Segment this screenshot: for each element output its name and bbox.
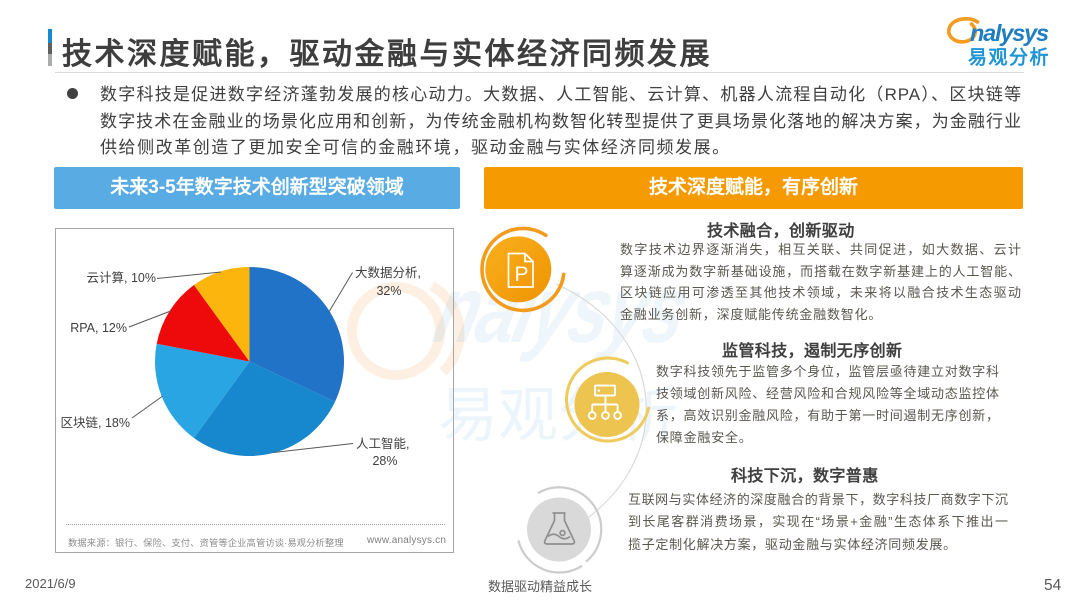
svg-text:P: P (514, 263, 528, 286)
svg-text:nalysys: nalysys (970, 20, 1049, 46)
svg-text:易观分析: 易观分析 (968, 46, 1050, 69)
